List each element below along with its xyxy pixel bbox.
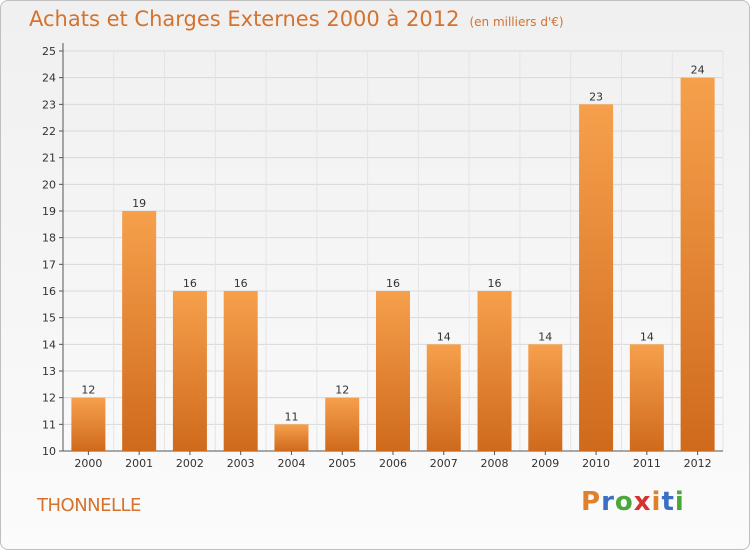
bar bbox=[629, 344, 664, 451]
y-tick-label: 18 bbox=[42, 232, 56, 245]
bar bbox=[223, 291, 258, 451]
data-label: 19 bbox=[132, 197, 146, 210]
x-tick-label: 2003 bbox=[227, 457, 255, 470]
proxiti-logo: Proxiti bbox=[581, 487, 685, 517]
x-tick-label: 2004 bbox=[277, 457, 305, 470]
y-tick-label: 24 bbox=[42, 72, 56, 85]
bar bbox=[528, 344, 563, 451]
data-label: 24 bbox=[691, 64, 705, 77]
data-label: 12 bbox=[335, 384, 349, 397]
data-label: 16 bbox=[234, 277, 248, 290]
bar bbox=[172, 291, 207, 451]
bar bbox=[274, 424, 309, 451]
y-tick-label: 17 bbox=[42, 258, 56, 271]
x-tick-label: 2008 bbox=[481, 457, 509, 470]
x-tick-label: 2006 bbox=[379, 457, 407, 470]
bar bbox=[680, 77, 715, 452]
y-tick-label: 25 bbox=[42, 45, 56, 58]
bar bbox=[376, 291, 410, 451]
x-tick-label: 2010 bbox=[582, 457, 610, 470]
logo-letter: i bbox=[674, 487, 685, 517]
data-label: 16 bbox=[183, 277, 197, 290]
x-tick-label: 2001 bbox=[125, 457, 153, 470]
bar bbox=[122, 211, 157, 451]
y-tick-label: 15 bbox=[42, 312, 56, 325]
logo-letter: i bbox=[651, 487, 662, 517]
x-tick-label: 2005 bbox=[328, 457, 356, 470]
x-tick-label: 2002 bbox=[176, 457, 204, 470]
data-label: 16 bbox=[488, 277, 502, 290]
bar bbox=[426, 344, 461, 451]
y-tick-label: 19 bbox=[42, 205, 56, 218]
bar bbox=[71, 397, 106, 451]
logo-letter: P bbox=[581, 487, 602, 517]
y-tick-label: 21 bbox=[42, 152, 56, 165]
data-label: 23 bbox=[589, 90, 603, 103]
logo-letter: o bbox=[614, 487, 634, 517]
logo-letter: r bbox=[601, 487, 615, 517]
y-tick-label: 11 bbox=[42, 418, 56, 431]
y-tick-label: 10 bbox=[42, 445, 56, 458]
chart-title-text: Achats et Charges Externes 2000 à 2012 bbox=[29, 7, 460, 31]
data-label: 11 bbox=[284, 410, 298, 423]
y-tick-label: 16 bbox=[42, 285, 56, 298]
data-label: 16 bbox=[386, 277, 400, 290]
bar bbox=[477, 291, 512, 451]
y-tick-label: 22 bbox=[42, 125, 56, 138]
x-tick-label: 2000 bbox=[74, 457, 102, 470]
logo-letter: t bbox=[661, 487, 675, 517]
y-tick-label: 12 bbox=[42, 392, 56, 405]
logo-letter: x bbox=[633, 487, 652, 517]
data-label: 14 bbox=[437, 330, 451, 343]
chart-title: Achats et Charges Externes 2000 à 2012 (e… bbox=[29, 7, 564, 31]
chart-unit: (en milliers d'€) bbox=[469, 15, 564, 29]
y-tick-label: 20 bbox=[42, 178, 56, 191]
y-tick-label: 13 bbox=[42, 365, 56, 378]
bar bbox=[579, 104, 614, 451]
y-tick-label: 14 bbox=[42, 338, 56, 351]
x-tick-label: 2011 bbox=[633, 457, 661, 470]
x-tick-label: 2009 bbox=[531, 457, 559, 470]
bar bbox=[325, 397, 360, 451]
data-label: 14 bbox=[640, 330, 654, 343]
x-tick-label: 2012 bbox=[684, 457, 712, 470]
data-label: 12 bbox=[81, 384, 95, 397]
y-tick-label: 23 bbox=[42, 98, 56, 111]
commune-name: THONNELLE bbox=[37, 495, 141, 516]
data-label: 14 bbox=[538, 330, 552, 343]
x-tick-label: 2007 bbox=[430, 457, 458, 470]
